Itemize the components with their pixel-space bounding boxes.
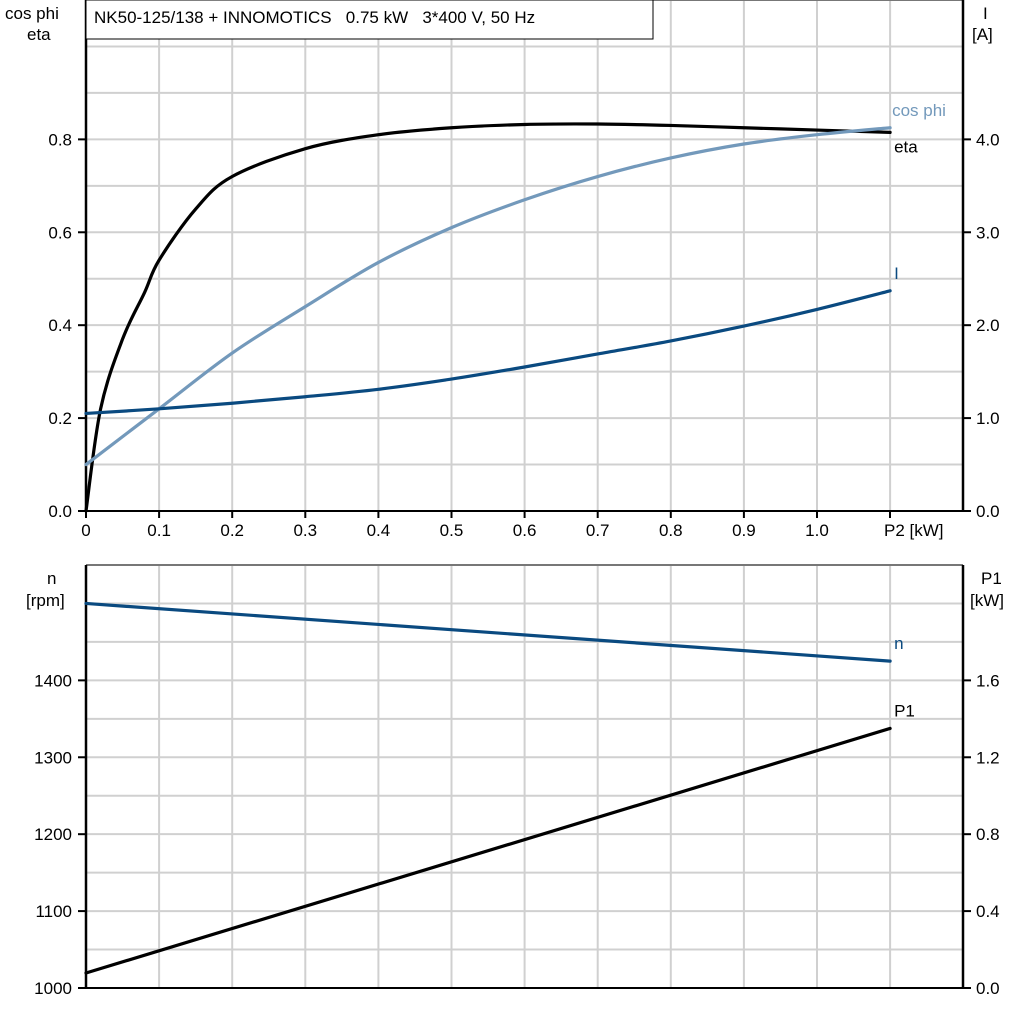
x-tick-label: 0.4 [367, 521, 391, 540]
left-tick-label: 0.2 [48, 409, 72, 428]
right-axis-label: [kW] [970, 591, 1004, 610]
left-tick-label: 1200 [34, 825, 72, 844]
left-tick-label: 0.8 [48, 130, 72, 149]
series-line-eta [84, 122, 892, 513]
x-tick-label: 0.2 [220, 521, 244, 540]
left-axis-label: [rpm] [26, 591, 65, 610]
right-tick-label: 2.0 [976, 316, 1000, 335]
x-tick-label: 0.1 [147, 521, 171, 540]
x-tick-label: 1.0 [805, 521, 829, 540]
left-tick-label: 0.0 [48, 502, 72, 521]
right-axis-label: [A] [972, 25, 993, 44]
series-label-n: n [894, 634, 903, 653]
right-tick-label: 1.6 [976, 671, 1000, 690]
left-axis-label: eta [27, 25, 51, 44]
x-tick-label: 0.5 [440, 521, 464, 540]
right-tick-label: 0.8 [976, 825, 1000, 844]
series-label-i: I [894, 264, 899, 283]
left-axis-label: cos phi [5, 4, 59, 23]
left-tick-label: 1300 [34, 748, 72, 767]
right-axis-label: P1 [981, 569, 1002, 588]
x-tick-label: 0.9 [732, 521, 756, 540]
x-tick-label: 0.7 [586, 521, 610, 540]
right-axis-label: I [983, 4, 988, 23]
left-tick-label: 1100 [35, 902, 72, 921]
bottom-chart: 1000 1100 1200 1300 1400 0.0 0.4 0.8 1.2 1.6 n [rpm… [26, 564, 1004, 998]
top-chart: 0.0 0.2 0.4 0.6 0.8 0.0 1.0 2.0 3.0 4.0 cos phi eta… [5, 0, 1000, 540]
left-tick-label: 1400 [34, 671, 72, 690]
right-tick-label: 4.0 [976, 130, 1000, 149]
left-tick-label: 0.6 [48, 223, 72, 242]
title-box: NK50-125/138 + INNOMOTICS 0.75 kW 3*400 … [85, 0, 654, 40]
right-tick-label: 1.0 [976, 409, 1000, 428]
series-line-cos-phi [84, 126, 892, 467]
x-tick-label: 0 [81, 521, 90, 540]
right-tick-label: 0.4 [976, 902, 1000, 921]
x-axis-label: P2 [kW] [884, 521, 944, 540]
right-tick-label: 0.0 [976, 979, 1000, 998]
right-tick-label: 0.0 [976, 502, 1000, 521]
right-tick-label: 3.0 [976, 223, 1000, 242]
x-tick-label: 0.6 [513, 521, 537, 540]
series-line-i [84, 289, 892, 416]
series-label-p1: P1 [894, 701, 915, 720]
chart-title: NK50-125/138 + INNOMOTICS 0.75 kW 3*400 … [94, 8, 535, 27]
series-line-n [84, 601, 892, 663]
x-tick-label: 0.3 [293, 521, 317, 540]
left-tick-label: 0.4 [48, 316, 72, 335]
series-label-cos-phi: cos phi [892, 101, 946, 120]
series-line-p1 [84, 726, 892, 975]
left-axis-label: n [47, 569, 56, 588]
x-tick-label: 0.8 [659, 521, 683, 540]
right-tick-label: 1.2 [976, 748, 1000, 767]
series-label-eta: eta [894, 137, 918, 156]
left-tick-label: 1000 [34, 979, 72, 998]
